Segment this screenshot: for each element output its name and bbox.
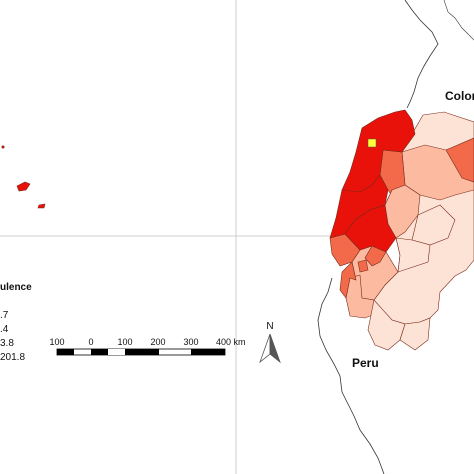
label-peru: Peru (352, 356, 379, 370)
province-guayas-south (339, 261, 357, 299)
island-small (1, 145, 5, 149)
north-arrow-left (259, 333, 271, 364)
colombia-inland-edge (443, 0, 474, 41)
legend-item-4: 201.8 (0, 352, 25, 363)
scale-tick-4: 200 (150, 337, 165, 347)
label-colombia: Colom (445, 89, 474, 103)
legend-item-2: .4 (0, 324, 9, 335)
province-los-rios (344, 204, 397, 253)
peru-coastline (317, 277, 385, 474)
scale-seg-2 (91, 349, 108, 355)
province-guayas (364, 245, 387, 267)
province-sucumbios-edge (445, 137, 474, 183)
province-zamora (399, 317, 431, 351)
scale-tick-3: 100 (117, 337, 132, 347)
scale-bar: 100 0 100 200 300 400 km (49, 337, 246, 356)
ecuador-provinces (329, 109, 474, 351)
north-arrow: N (259, 321, 281, 364)
colombia-coastline (404, 0, 439, 109)
scale-seg-1 (57, 349, 74, 355)
scale-seg-4 (125, 349, 159, 355)
scale-tick-5: 300 (183, 337, 198, 347)
province-esmeraldas (341, 109, 416, 201)
province-loja (367, 299, 406, 351)
scale-seg-5 (191, 349, 225, 355)
scale-tick-2: 0 (88, 337, 93, 347)
scale-tick-6: 400 km (216, 337, 246, 347)
island-santa-cruz (37, 203, 46, 209)
highlight-marker (367, 138, 377, 148)
legend-item-1: .7 (0, 310, 9, 321)
island-isabela (16, 181, 31, 192)
scale-seg-3 (108, 349, 125, 355)
scale-tick-1: 100 (49, 337, 64, 347)
north-arrow-right (269, 333, 281, 364)
galapagos-islands (1, 145, 46, 209)
island-puna (357, 259, 369, 273)
legend-title: ulence (0, 282, 32, 293)
north-label: N (266, 321, 273, 332)
province-central-c (395, 237, 431, 273)
legend: ulence .7 .4 3.8 201.8 (0, 282, 32, 363)
legend-item-3: 3.8 (0, 338, 14, 349)
